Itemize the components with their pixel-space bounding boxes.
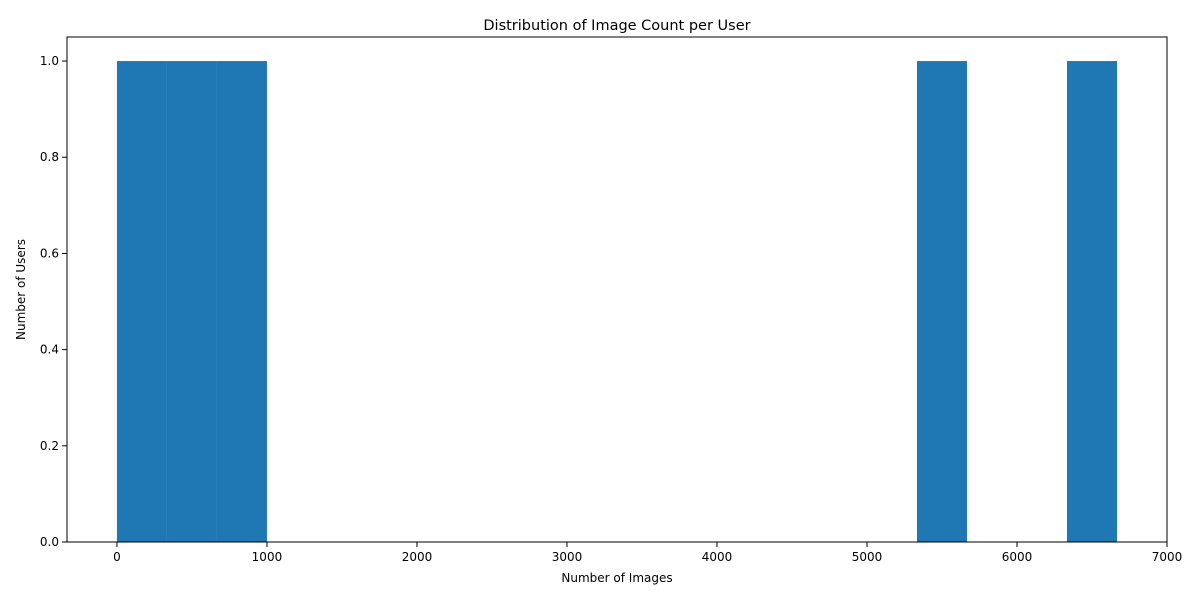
x-tick-label: 0: [113, 550, 121, 564]
plot-frame: [66, 36, 1168, 543]
x-tick-label: 2000: [402, 550, 433, 564]
chart-title: Distribution of Image Count per User: [483, 18, 750, 34]
histogram-bar: [916, 61, 967, 543]
bars-layer: [116, 61, 1117, 543]
y-tick-label: 0.8: [40, 150, 59, 164]
x-tick-label: 7000: [1152, 550, 1183, 564]
y-axis-label: Number of Users: [14, 239, 28, 340]
y-tick-label: 0.0: [40, 535, 59, 549]
histogram-bar: [116, 61, 167, 543]
histogram-bar: [216, 61, 267, 543]
histogram-bar: [1066, 61, 1117, 543]
x-tick-label: 1000: [252, 550, 283, 564]
histogram-bar: [166, 61, 217, 543]
y-axis-ticks: 0.0 0.2 0.4 0.6 0.8 1.0: [40, 54, 67, 549]
x-axis-label: Number of Images: [561, 571, 672, 585]
y-tick-label: 0.6: [40, 246, 59, 260]
x-tick-label: 3000: [552, 550, 583, 564]
y-tick-label: 0.4: [40, 343, 59, 357]
x-tick-label: 5000: [852, 550, 883, 564]
y-tick-label: 1.0: [40, 54, 59, 68]
y-tick-label: 0.2: [40, 439, 59, 453]
x-axis-ticks: 0 1000 2000 3000 4000 5000 6000 7000: [113, 542, 1182, 564]
x-tick-label: 6000: [1002, 550, 1033, 564]
x-tick-label: 4000: [702, 550, 733, 564]
